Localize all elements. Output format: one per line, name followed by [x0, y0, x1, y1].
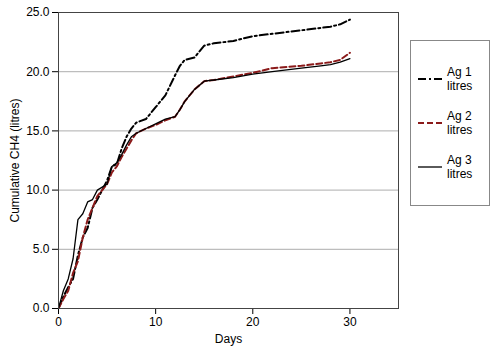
svg-text:5.0: 5.0 [33, 242, 50, 256]
svg-text:Cumulative CH4 (litres): Cumulative CH4 (litres) [8, 98, 22, 222]
svg-text:25.0: 25.0 [26, 5, 50, 19]
svg-text:10.0: 10.0 [26, 183, 50, 197]
html-text:Ag 1 litres: Ag 1 litres [447, 65, 473, 93]
svg-text:Days: Days [215, 332, 242, 346]
svg-text:15.0: 15.0 [26, 124, 50, 138]
svg-text:30: 30 [343, 315, 357, 329]
svg-text:10: 10 [149, 315, 163, 329]
html-text:Ag 3 litres: Ag 3 litres [447, 153, 473, 181]
svg-text:0: 0 [55, 315, 62, 329]
svg-text:20.0: 20.0 [26, 65, 50, 79]
html-text:Ag 2 litres: Ag 2 litres [447, 109, 473, 137]
svg-text:0.0: 0.0 [33, 301, 50, 315]
svg-text:20: 20 [246, 315, 260, 329]
